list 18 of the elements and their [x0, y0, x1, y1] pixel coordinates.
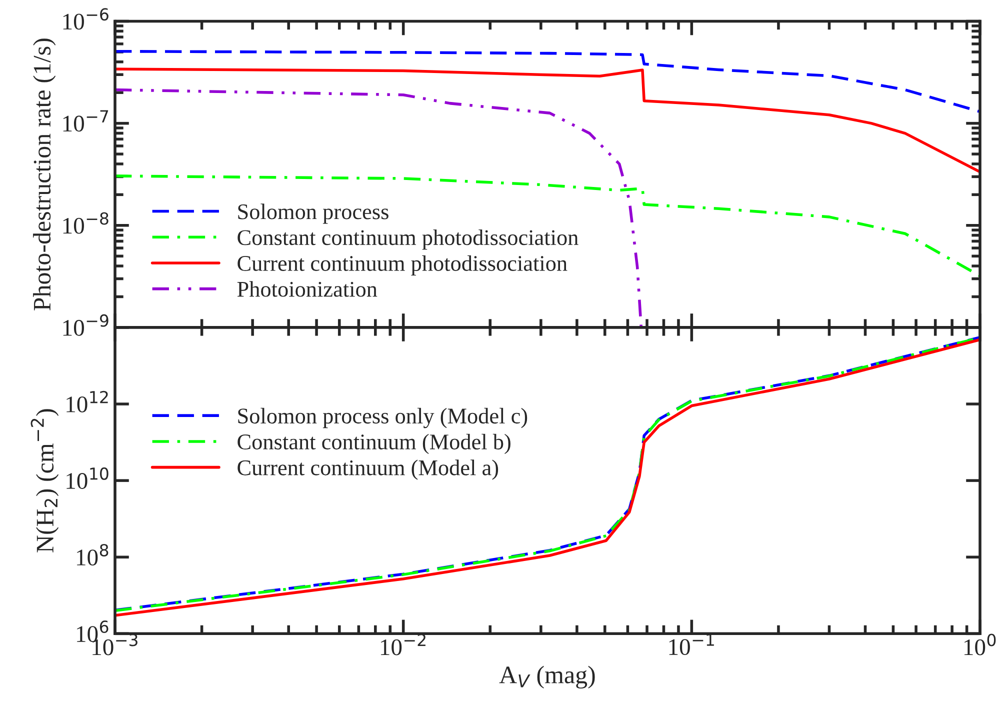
legend-label: Constant continuum (Model b) [238, 434, 510, 454]
y-axis-title: Photo-destruction rate (1/s) [33, 38, 56, 310]
legend-label: Photoionization [237, 281, 378, 297]
y-tick-label: 10$^{10}$ [66, 467, 108, 489]
y-tick-label: 10$^{8}$ [77, 544, 108, 566]
y-tick-label: 10$^{−8}$ [63, 212, 108, 234]
x-tick-label: 10$^{0}$ [964, 634, 996, 656]
legend-label: Current continuum (Model a) [238, 460, 498, 480]
legend-label: Solomon process only (Model c) [238, 408, 528, 428]
legend-label: Constant continuum photodissociation [238, 229, 578, 250]
legend-label: Solomon process [238, 204, 388, 224]
y-tick-label: 10$^{−7}$ [63, 110, 108, 132]
legend-label: Current continuum photodissociation [238, 255, 568, 276]
x-axis-title: A$_{V}$ (mag) [499, 666, 595, 689]
y-axis-title: N(H$_{2}$) (cm$^{−2}$) [30, 409, 59, 552]
y-tick-label: 10$^{12}$ [66, 390, 108, 412]
y-tick-label: 10$^{−6}$ [63, 8, 108, 30]
y-tick-label: 10$^{−9}$ [63, 314, 108, 336]
